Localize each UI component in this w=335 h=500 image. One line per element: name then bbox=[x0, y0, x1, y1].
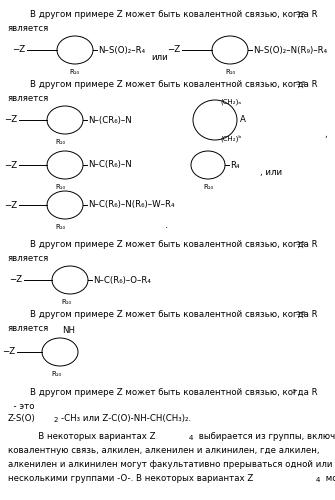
Text: N–C(R₆)–N(R₆)–W–R₄: N–C(R₆)–N(R₆)–W–R₄ bbox=[88, 200, 175, 209]
Text: 3: 3 bbox=[292, 389, 296, 394]
Text: 3-5: 3-5 bbox=[296, 241, 306, 246]
Text: −Z: −Z bbox=[4, 200, 17, 209]
Text: В другом примере Z может быть ковалентной связью, когда R: В другом примере Z может быть ковалентно… bbox=[30, 10, 318, 19]
Text: R₁₀: R₁₀ bbox=[225, 69, 235, 75]
Text: R₁₀: R₁₀ bbox=[56, 224, 66, 230]
Text: R₁₀: R₁₀ bbox=[56, 184, 66, 190]
Text: В другом примере Z может быть ковалентной связью, когда R: В другом примере Z может быть ковалентно… bbox=[30, 80, 318, 89]
Text: NH: NH bbox=[62, 326, 75, 335]
Text: −Z: −Z bbox=[9, 276, 22, 284]
Text: является: является bbox=[8, 24, 49, 33]
Text: R₁₀: R₁₀ bbox=[70, 69, 80, 75]
Text: R₁₀: R₁₀ bbox=[203, 184, 213, 190]
Text: −Z: −Z bbox=[4, 160, 17, 170]
Text: , или: , или bbox=[260, 168, 282, 177]
Text: выбирается из группы, включающей: выбирается из группы, включающей bbox=[196, 432, 335, 441]
Text: является: является bbox=[8, 324, 49, 333]
Text: В другом примере Z может быть ковалентной связью, когда R: В другом примере Z может быть ковалентно… bbox=[30, 310, 318, 319]
Text: −Z: −Z bbox=[2, 348, 15, 356]
Text: 3-3: 3-3 bbox=[296, 81, 306, 86]
Text: 4: 4 bbox=[189, 435, 193, 441]
Text: В некоторых вариантах Z: В некоторых вариантах Z bbox=[30, 432, 155, 441]
Text: R₁₀: R₁₀ bbox=[61, 299, 71, 305]
Text: N–S(O)₂–N(R₉)–R₄: N–S(O)₂–N(R₉)–R₄ bbox=[253, 46, 327, 54]
Text: −Z: −Z bbox=[4, 116, 17, 124]
Text: является: является bbox=[8, 94, 49, 103]
Text: несколькими группами -O-. В некоторых вариантах Z: несколькими группами -O-. В некоторых ва… bbox=[8, 474, 253, 483]
Text: N–C(R₆)–O–R₄: N–C(R₆)–O–R₄ bbox=[93, 276, 151, 284]
Text: - это: - это bbox=[8, 402, 35, 411]
Text: (CH₂)ᵇ: (CH₂)ᵇ bbox=[220, 134, 242, 142]
Text: 4: 4 bbox=[316, 477, 320, 483]
Text: R₁₀: R₁₀ bbox=[56, 139, 66, 145]
Text: или: или bbox=[152, 54, 169, 62]
Text: A: A bbox=[240, 116, 246, 124]
Text: 3-8: 3-8 bbox=[296, 311, 306, 316]
Text: R₁₀: R₁₀ bbox=[51, 371, 61, 377]
Text: ковалентную связь, алкилен, алкенилен и алкинилен, где алкилен,: ковалентную связь, алкилен, алкенилен и … bbox=[8, 446, 320, 455]
Text: -CH₃ или Z-C(O)-NH-CH(CH₃)₂.: -CH₃ или Z-C(O)-NH-CH(CH₃)₂. bbox=[61, 414, 191, 423]
Text: ,: , bbox=[324, 130, 327, 140]
Text: R₄: R₄ bbox=[230, 160, 240, 170]
Text: −Z: −Z bbox=[167, 46, 180, 54]
Text: N–C(R₆)–N: N–C(R₆)–N bbox=[88, 160, 132, 170]
Text: .: . bbox=[165, 220, 169, 230]
Text: Z-S(O): Z-S(O) bbox=[8, 414, 36, 423]
Text: алкенилен и алкинилен могут факультативно прерываться одной или: алкенилен и алкинилен могут факультативн… bbox=[8, 460, 333, 469]
Text: является: является bbox=[8, 254, 49, 263]
Text: (CH₂)ₐ: (CH₂)ₐ bbox=[220, 99, 241, 105]
Text: 3-2: 3-2 bbox=[296, 11, 306, 16]
Text: N–S(O)₂–R₄: N–S(O)₂–R₄ bbox=[98, 46, 145, 54]
Text: N–(CR₆)–N: N–(CR₆)–N bbox=[88, 116, 132, 124]
Text: −Z: −Z bbox=[12, 46, 25, 54]
Text: 2: 2 bbox=[54, 417, 58, 423]
Text: может являться: может являться bbox=[323, 474, 335, 483]
Text: В другом примере Z может быть ковалентной связью, когда R: В другом примере Z может быть ковалентно… bbox=[30, 388, 318, 397]
Text: В другом примере Z может быть ковалентной связью, когда R: В другом примере Z может быть ковалентно… bbox=[30, 240, 318, 249]
